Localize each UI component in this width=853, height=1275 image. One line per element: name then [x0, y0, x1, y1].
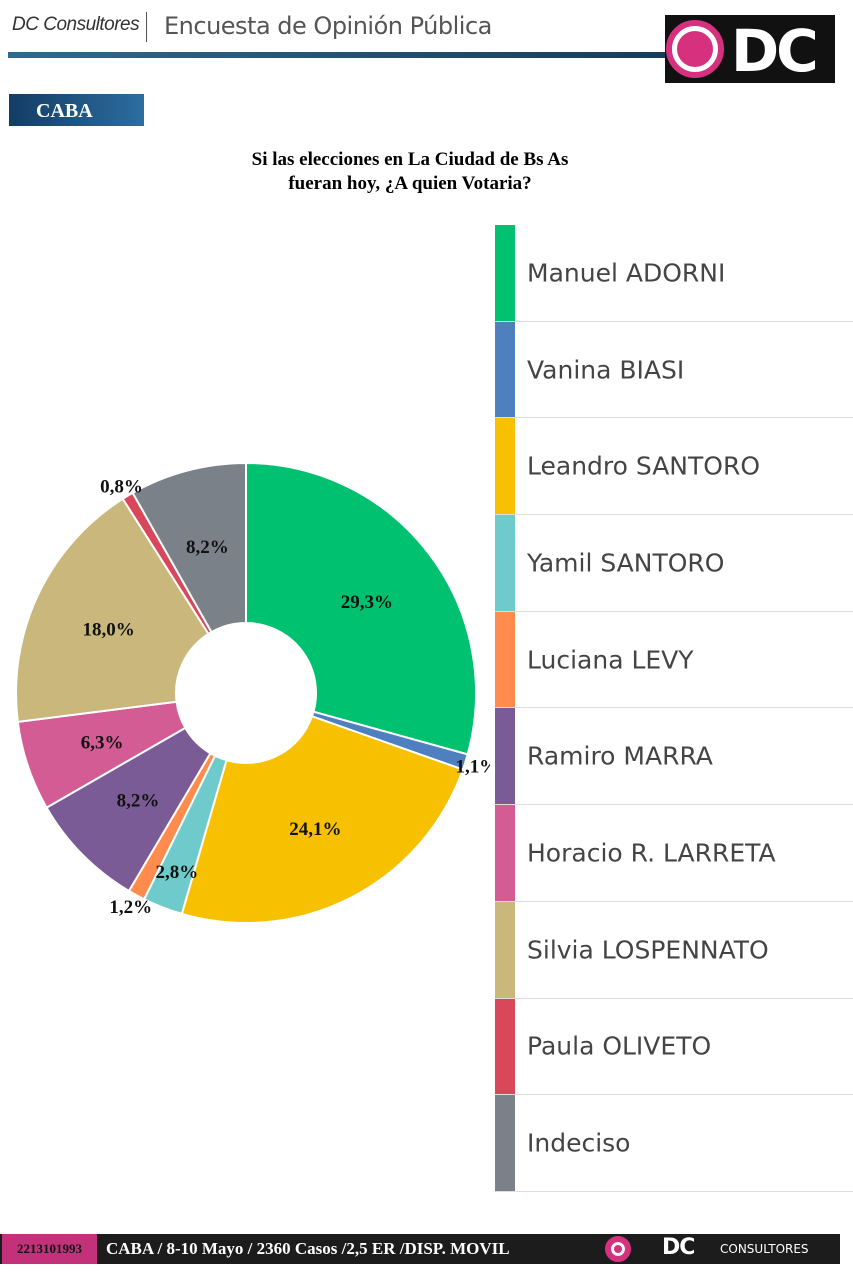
data-label: 1,2%: [109, 897, 152, 918]
legend-swatch: [495, 1095, 515, 1191]
legend-swatch: [495, 708, 515, 805]
legend-label: Luciana LEVY: [527, 645, 694, 675]
legend-swatch: [495, 321, 515, 418]
legend-item: Vanina BIASI: [495, 321, 853, 419]
legend-swatch: [495, 805, 515, 901]
legend-item: Manuel ADORNI: [495, 225, 853, 322]
footer-phone: 2213101993: [2, 1234, 97, 1264]
legend-swatch: [495, 225, 515, 321]
legend-label: Silvia LOSPENNATO: [527, 935, 769, 965]
legend-label: Horacio R. LARRETA: [527, 838, 776, 868]
legend-label: Leandro SANTORO: [527, 451, 761, 481]
slice-leandro-santoro: [180, 715, 465, 924]
legend-label: Paula OLIVETO: [527, 1031, 712, 1061]
data-label: 0,8%: [100, 476, 143, 497]
donut-chart: 29,3% 1,1% 24,1% 2,8%1,2% 8,2% 6,3% 18,0% 0,8% 8…: [15, 461, 490, 924]
chart-title: Si las elecciones en La Ciudad de Bs As f…: [180, 148, 640, 196]
legend-item: Paula OLIVETO: [495, 998, 853, 1096]
legend-label: Yamil SANTORO: [527, 548, 725, 578]
footer-logo-text: DC: [662, 1235, 695, 1260]
legend-label: Vanina BIASI: [527, 355, 685, 385]
footer-info: CABA / 8-10 Mayo / 2360 Casos /2,5 ER /D…: [106, 1239, 510, 1258]
footer-logo-sub: CONSULTORES: [720, 1242, 809, 1256]
data-label: 1,1%: [455, 757, 490, 778]
dc-logo: DC: [665, 15, 835, 85]
legend: Manuel ADORNI Vanina BIASI Leandro SANTORO…: [495, 225, 853, 1192]
logo-ring-icon: [666, 20, 724, 78]
legend-item: Yamil SANTORO: [495, 515, 853, 612]
legend-label: Ramiro MARRA: [527, 741, 713, 771]
legend-swatch: [495, 611, 515, 708]
data-label: 24,1%: [289, 819, 341, 840]
header-rule: [8, 52, 678, 58]
chart-title-line-2: fueran hoy, ¿A quien Votaria?: [288, 173, 532, 194]
data-label: 29,3%: [341, 592, 393, 613]
legend-swatch: [495, 901, 515, 998]
data-label: 6,3%: [81, 732, 124, 753]
logo-text: DC: [731, 17, 819, 85]
data-label: 18,0%: [83, 619, 135, 640]
legend-item: Luciana LEVY: [495, 611, 853, 709]
legend-swatch: [495, 515, 515, 611]
legend-item: Leandro SANTORO: [495, 418, 853, 516]
legend-item: Silvia LOSPENNATO: [495, 901, 853, 999]
legend-item: Ramiro MARRA: [495, 708, 853, 806]
legend-item: Indeciso: [495, 1095, 853, 1192]
legend-label: Indeciso: [527, 1128, 631, 1158]
slice-indeciso: [131, 461, 247, 634]
legend-swatch: [495, 998, 515, 1095]
page-title: Encuesta de Opinión Pública: [164, 12, 492, 40]
footer-logo-ring-icon: [605, 1236, 631, 1262]
slice-manuel-adorni: [245, 461, 477, 756]
data-label: 2,8%: [155, 862, 198, 883]
legend-item: Horacio R. LARRETA: [495, 805, 853, 902]
slice-silvia-lospennato: [15, 497, 210, 723]
legend-label: Manuel ADORNI: [527, 258, 726, 288]
header-divider: [146, 12, 147, 42]
chart-title-line-1: Si las elecciones en La Ciudad de Bs As: [251, 149, 569, 170]
data-label: 8,2%: [186, 537, 229, 558]
legend-swatch: [495, 418, 515, 515]
region-badge: CABA: [9, 94, 144, 126]
footer-bar: 2213101993 CABA / 8-10 Mayo / 2360 Casos…: [0, 1234, 840, 1264]
brand-name: DC Consultores: [12, 14, 140, 35]
data-label: 8,2%: [117, 791, 160, 812]
